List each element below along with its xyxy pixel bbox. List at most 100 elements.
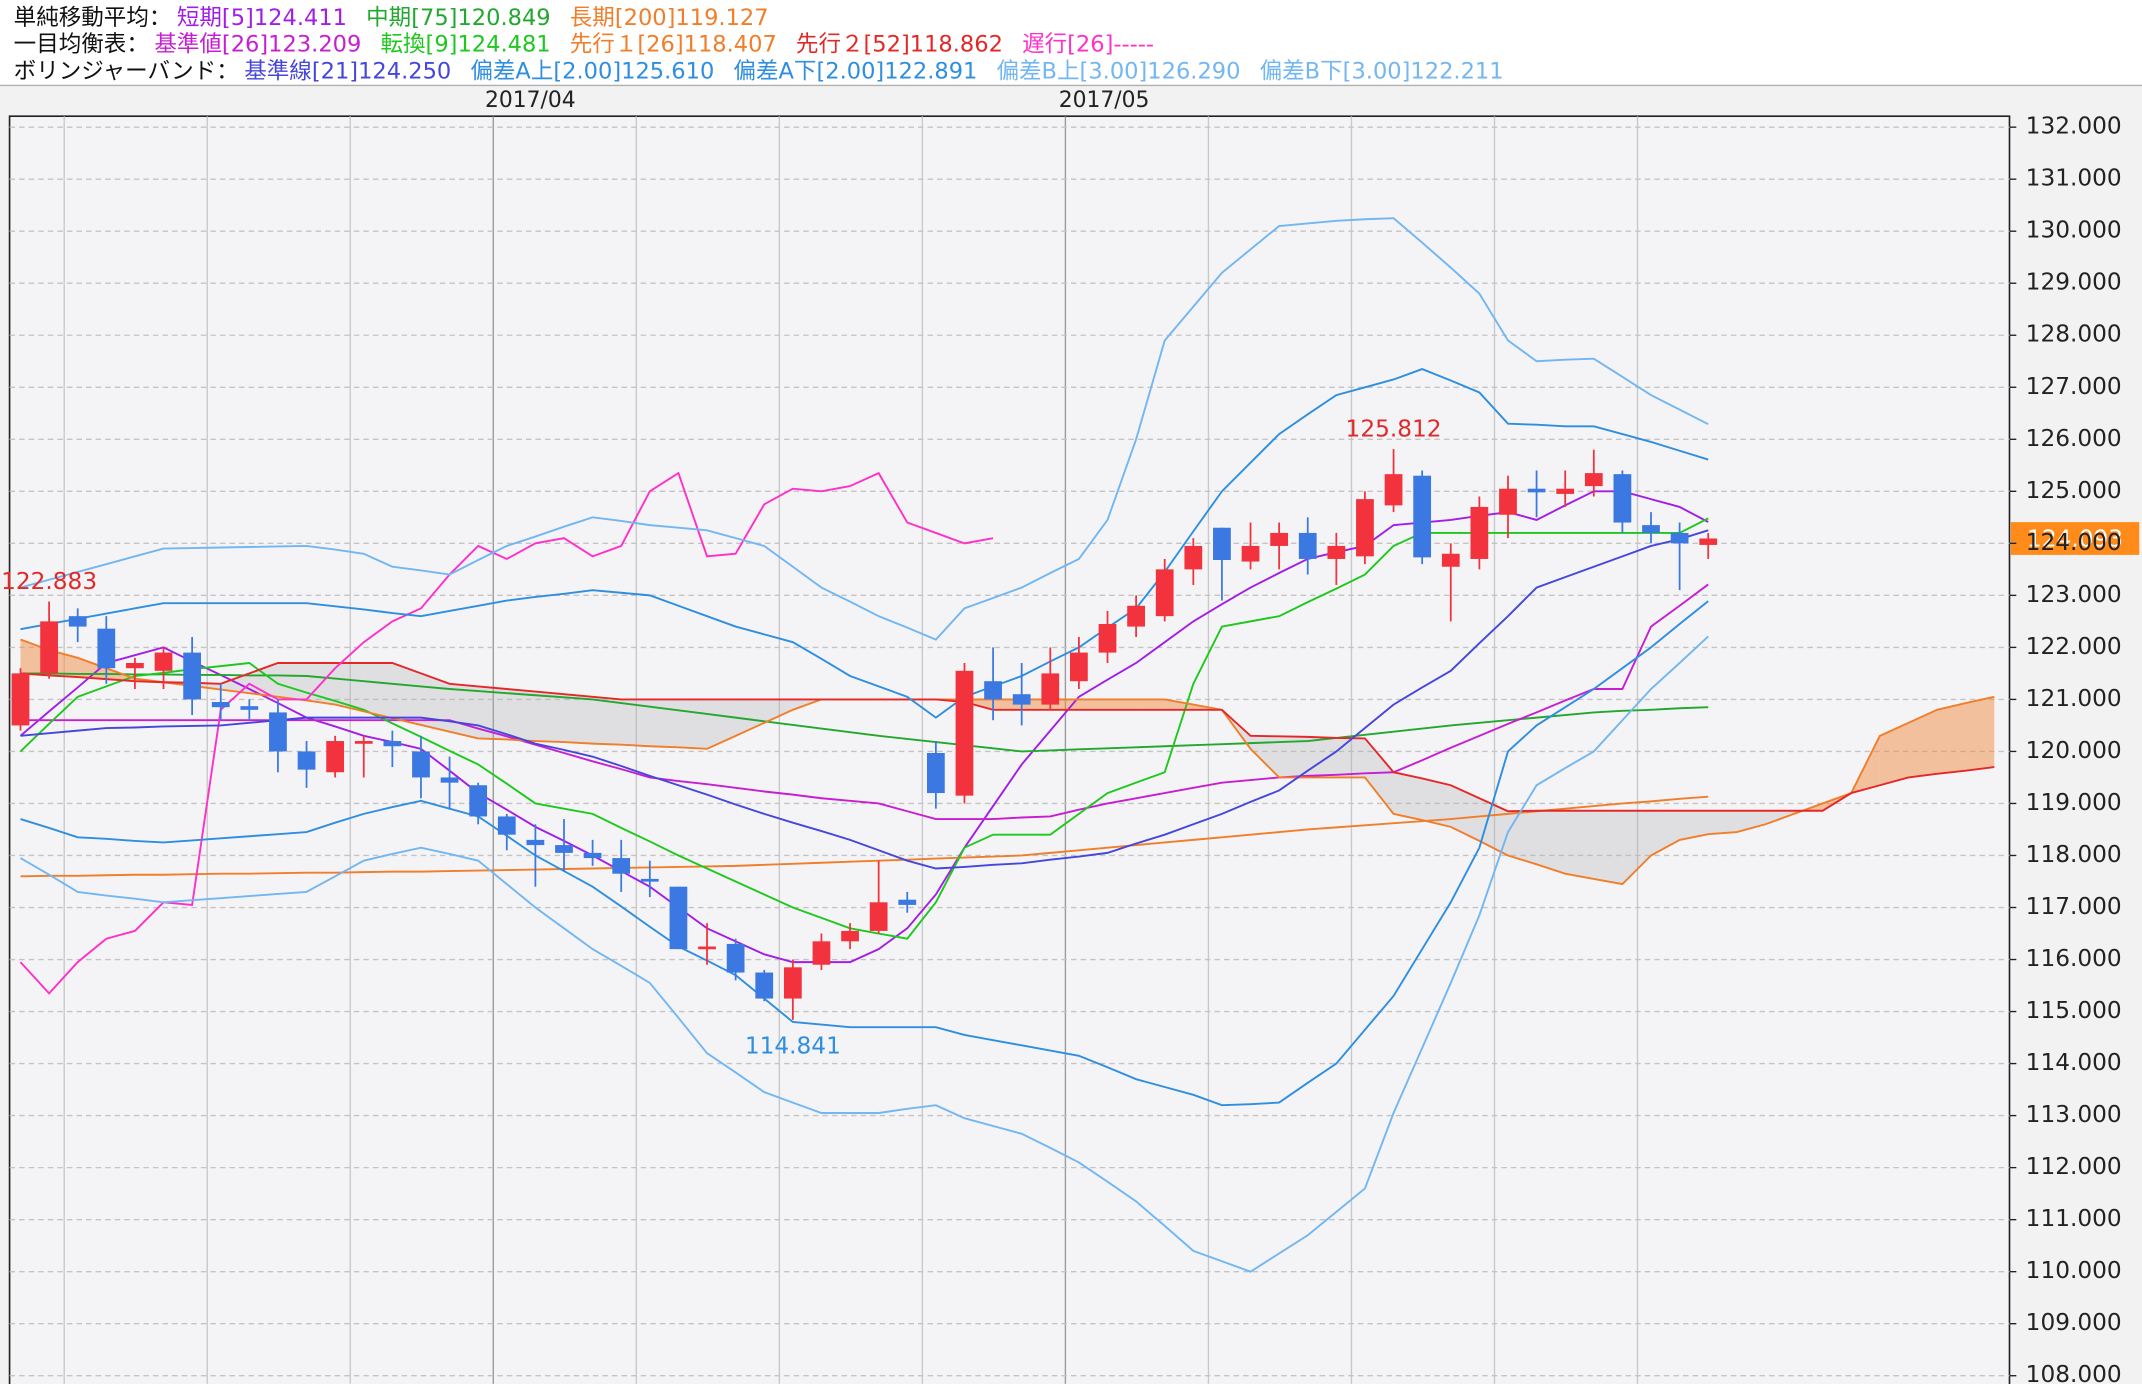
y-tick-label: 130.000 [2026,217,2122,244]
candle-body [297,751,316,770]
y-tick-label: 121.000 [2026,685,2122,712]
cloud-segment [592,696,622,745]
candle-body [1041,673,1060,705]
cloud-segment [478,686,507,740]
legend-row: 一目均衡表： 基準値[26]123.209 転換[9]124.481 先行１[26]1… [14,31,1154,57]
candle-body [1213,527,1231,560]
legend-entry: 先行２[52]118.862 [796,31,1003,57]
cloud-segment [678,699,708,749]
candle-body [1613,474,1632,523]
legend-entry: 転換[9]124.481 [380,31,550,57]
indicator-lines [19,217,1995,1273]
cloud-segment [1393,772,1423,821]
cloud-segment [1336,737,1365,778]
candle-body [1470,506,1489,559]
candle-body [555,845,573,853]
indicator-line [20,583,1709,821]
y-tick-label: 120.000 [2026,737,2122,764]
candle-body [869,902,888,931]
y-tick-label: 115.000 [2026,997,2122,1024]
cloud-segment [707,699,736,749]
candle-body [755,972,774,999]
candle-body [1384,474,1403,506]
cloud-segment [1908,709,1938,778]
y-tick-label: 123.000 [2026,581,2122,608]
candle-body [440,777,459,783]
legend-entry: 偏差B上[3.00]126.290 [996,58,1240,84]
y-tick-label: 129.000 [2026,269,2122,296]
candle-body [1499,488,1517,515]
y-tick-label: 113.000 [2026,1101,2122,1128]
indicator-line [20,635,1709,1273]
y-tick-label: 122.000 [2026,633,2122,660]
price-annotation: 122.883 [1,568,97,595]
legend-entry: 基準線[21]124.250 [244,58,451,84]
candle-body [1356,499,1374,557]
candle-body [726,943,745,973]
cloud-segment [1879,722,1909,786]
y-tick-label: 109.000 [2026,1309,2122,1336]
y-tick-label: 108.000 [2026,1361,2122,1384]
candle-body [526,839,545,846]
cloud-segment [1078,699,1108,710]
candle-body [126,662,144,669]
cloud-segment [1593,810,1623,885]
cloud-segment [1307,736,1337,778]
candle-body [1327,545,1346,559]
indicator-line [19,471,994,995]
candle-body [1070,652,1088,682]
candle-body [1556,488,1575,494]
cloud-segment [277,662,307,701]
candle-body [1699,538,1718,545]
cloud-segment [1565,810,1594,879]
candle-body [1241,545,1260,562]
candle-body [1270,532,1289,546]
legend-group-label: 単純移動平均： [14,4,172,30]
indicator-line [20,600,1709,1107]
candle-body [211,702,230,708]
y-tick-label: 125.000 [2026,477,2122,504]
cloud-segment [1736,810,1766,833]
y-tick-label: 118.000 [2026,841,2122,868]
candle-body [383,741,402,747]
cloud-segment [735,699,765,736]
cloud-segment [621,699,650,747]
cloud-segment [363,662,393,719]
cloud-segment [535,691,564,743]
candle-body [1670,532,1689,544]
cloud-segment [1965,696,1995,771]
cloud-segment [1651,810,1680,856]
candle-body [269,712,287,752]
y-tick-label: 114.000 [2026,1049,2122,1076]
cloud-segment [764,699,793,723]
candle-body [68,616,87,627]
y-tick-label: 124.000 [2026,529,2122,556]
cloud-segment [1107,699,1137,710]
cloud-segment [1279,736,1308,778]
candle-body [97,628,116,669]
cloud-segment [1536,810,1566,874]
candle-body [469,785,488,817]
cloud-segment [1708,810,1737,835]
cloud-segment [1622,810,1652,885]
legend-entry: 遅行[26]----- [1022,31,1154,57]
candle-body [354,741,373,744]
candle-body [812,941,831,965]
candle-body [40,621,58,674]
candle-body [183,652,202,700]
cloud-segment [335,662,364,712]
price-annotation: 114.841 [745,1033,841,1060]
candle-body [1642,525,1660,533]
y-tick-label: 116.000 [2026,945,2122,972]
candle-body [154,652,173,671]
indicator-line [20,638,1995,886]
candle-body [669,886,688,950]
candle-body [1298,532,1317,559]
price-annotation: 125.812 [1346,415,1442,442]
candle-body [1413,475,1432,558]
indicator-line [20,368,1709,719]
last-price-label: 124.093 [2027,525,2123,552]
legend-entry: 長期[200]119.127 [570,4,769,30]
candle-body [640,878,659,882]
